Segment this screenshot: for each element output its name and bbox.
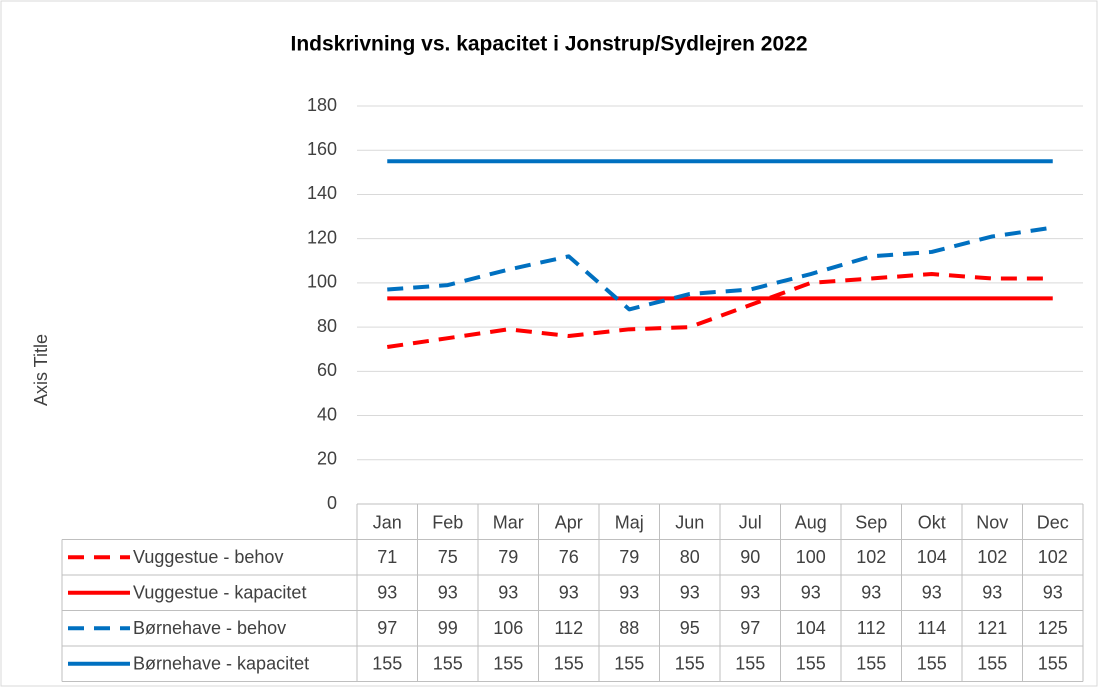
x-tick-label: Jun <box>675 513 704 533</box>
table-value: 155 <box>433 654 463 674</box>
table-value: 93 <box>740 583 760 603</box>
table-value: 155 <box>372 654 402 674</box>
x-tick-label: Jan <box>373 513 402 533</box>
table-value: 155 <box>614 654 644 674</box>
table-value: 93 <box>619 583 639 603</box>
table-value: 104 <box>917 547 947 567</box>
table-value: 93 <box>1043 583 1063 603</box>
y-tick-label: 120 <box>307 227 337 247</box>
y-tick-label: 140 <box>307 183 337 203</box>
y-tick-label: 0 <box>327 493 337 513</box>
table-value: 102 <box>856 547 886 567</box>
y-tick-label: 60 <box>317 360 337 380</box>
table-value: 155 <box>796 654 826 674</box>
table-value: 93 <box>498 583 518 603</box>
table-value: 97 <box>377 618 397 638</box>
table-value: 93 <box>861 583 881 603</box>
table-value: 93 <box>377 583 397 603</box>
table-value: 125 <box>1038 618 1068 638</box>
table-value: 93 <box>438 583 458 603</box>
x-tick-label: Sep <box>855 513 887 533</box>
table-value: 112 <box>554 618 583 638</box>
table-value: 97 <box>740 618 760 638</box>
table-value: 75 <box>438 547 458 567</box>
table-value: 155 <box>493 654 523 674</box>
table-value: 100 <box>796 547 826 567</box>
table-value: 155 <box>735 654 765 674</box>
y-tick-label: 100 <box>307 272 337 292</box>
table-value: 93 <box>559 583 579 603</box>
y-tick-label: 20 <box>317 449 337 469</box>
table-value: 104 <box>796 618 826 638</box>
table-value: 155 <box>977 654 1007 674</box>
table-value: 155 <box>856 654 886 674</box>
table-value: 95 <box>680 618 700 638</box>
x-tick-label: Nov <box>976 513 1008 533</box>
table-value: 155 <box>1038 654 1068 674</box>
table-value: 71 <box>377 547 397 567</box>
table-value: 79 <box>498 547 518 567</box>
x-tick-label: Okt <box>918 513 946 533</box>
y-tick-label: 160 <box>307 139 337 159</box>
table-value: 93 <box>801 583 821 603</box>
table-value: 99 <box>438 618 458 638</box>
y-tick-label: 180 <box>307 95 337 115</box>
legend-label: Vuggestue - behov <box>133 547 283 567</box>
chart-title: Indskrivning vs. kapacitet i Jonstrup/Sy… <box>290 33 807 56</box>
table-value: 112 <box>857 618 886 638</box>
table-value: 155 <box>675 654 705 674</box>
table-value: 114 <box>917 618 946 638</box>
x-tick-label: Dec <box>1037 513 1069 533</box>
x-tick-label: Aug <box>795 513 827 533</box>
table-value: 80 <box>680 547 700 567</box>
series-line <box>387 225 1054 312</box>
legend-label: Børnehave - behov <box>133 618 286 638</box>
table-value: 93 <box>982 583 1002 603</box>
y-tick-label: 40 <box>317 404 337 424</box>
series-line <box>386 272 1053 349</box>
table-value: 93 <box>922 583 942 603</box>
y-axis-title: Axis Title <box>31 334 51 406</box>
table-value: 155 <box>917 654 947 674</box>
table-value: 102 <box>1038 547 1068 567</box>
table-value: 90 <box>740 547 760 567</box>
y-tick-label: 80 <box>317 316 337 336</box>
table-value: 155 <box>554 654 584 674</box>
table-value: 121 <box>977 618 1007 638</box>
table-value: 76 <box>559 547 579 567</box>
x-tick-label: Jul <box>739 513 762 533</box>
table-value: 102 <box>977 547 1007 567</box>
x-tick-label: Feb <box>432 513 463 533</box>
x-tick-label: Apr <box>555 513 583 533</box>
x-tick-label: Maj <box>615 513 644 533</box>
legend-label: Vuggestue - kapacitet <box>133 583 306 603</box>
table-value: 88 <box>619 618 639 638</box>
table-value: 106 <box>493 618 523 638</box>
table-value: 93 <box>680 583 700 603</box>
x-tick-label: Mar <box>493 513 524 533</box>
legend-label: Børnehave - kapacitet <box>133 654 309 674</box>
table-value: 79 <box>619 547 639 567</box>
